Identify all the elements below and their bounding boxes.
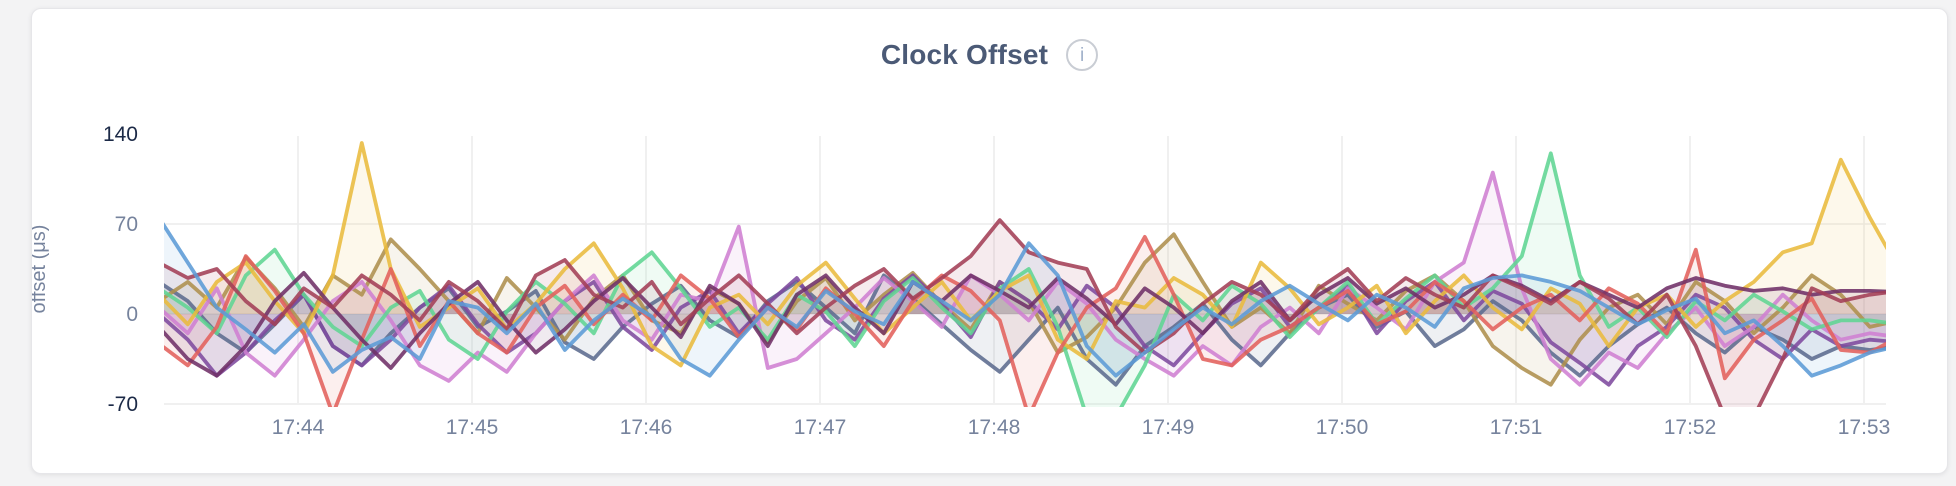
series-green-area — [164, 153, 1886, 407]
chart-canvas[interactable]: 140 70 0 -70 17:44 17:45 17:46 17:47 17:48 17:49 1… — [32, 9, 1949, 475]
x-tick-label: 17:49 — [1142, 416, 1195, 439]
y-tick-label: 0 — [126, 303, 138, 326]
chart-header: Clock Offset i — [32, 27, 1947, 83]
series-salmon-area — [164, 236, 1886, 407]
y-tick-label: -70 — [108, 393, 138, 416]
series-blue-line[interactable] — [159, 218, 1899, 378]
series-orchid-line[interactable] — [159, 170, 1899, 387]
x-tick-label: 17:51 — [1490, 416, 1543, 439]
y-axis-title: offset (μs) — [32, 225, 50, 314]
x-tick-label: 17:48 — [968, 416, 1021, 439]
x-tick-label: 17:50 — [1316, 416, 1369, 439]
y-tick-label: 70 — [115, 213, 138, 236]
series-maroon-line[interactable] — [159, 218, 1899, 417]
chart-title: Clock Offset — [880, 39, 1049, 70]
x-tick-label: 17:47 — [794, 416, 847, 439]
series-gold-line[interactable] — [159, 141, 1899, 368]
series-maroon-area — [164, 220, 1886, 407]
y-tick-label: 140 — [103, 123, 138, 146]
series-tan-area — [164, 234, 1886, 385]
x-tick-label: 17:45 — [446, 416, 499, 439]
x-tick-label: 17:52 — [1664, 416, 1717, 439]
series-violet-line[interactable] — [159, 273, 1899, 387]
x-tick-label: 17:44 — [272, 416, 325, 439]
series-green-line[interactable] — [159, 151, 1899, 417]
clock-offset-chart-card: Clock Offset i 140 70 0 -70 17:44 17:45 17:46 1… — [31, 8, 1948, 474]
x-tick-label: 17:53 — [1838, 416, 1891, 439]
info-icon[interactable]: i — [1066, 39, 1099, 71]
x-tick-label: 17:46 — [620, 416, 673, 439]
